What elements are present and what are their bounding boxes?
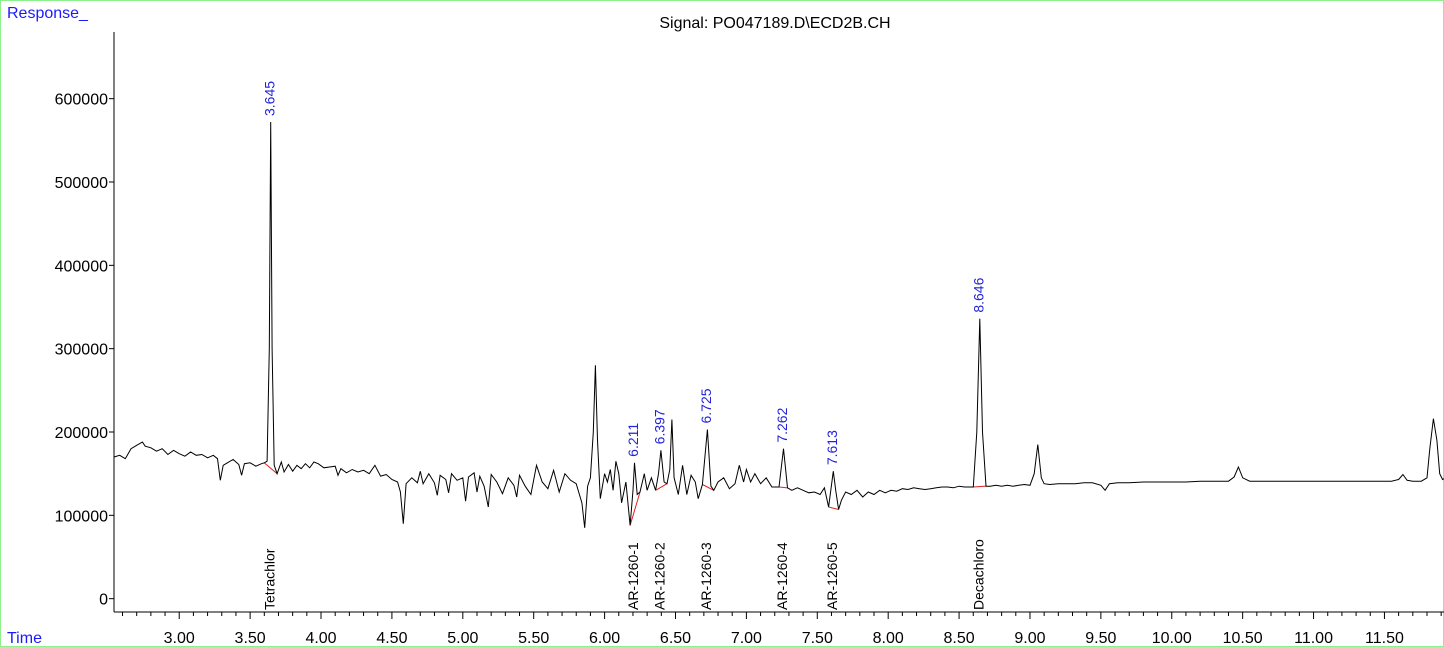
compound-label: AR-1260-4 xyxy=(774,542,790,610)
peak-baseline xyxy=(263,462,278,475)
x-tick-label: 9.50 xyxy=(1085,630,1116,647)
peak-rt-label: 7.613 xyxy=(824,430,840,465)
peak-baseline xyxy=(655,483,668,491)
compound-label: Decachloro xyxy=(970,539,986,610)
peak-baseline xyxy=(702,484,715,491)
x-tick-label: 4.50 xyxy=(376,630,407,647)
x-tick-label: 11.00 xyxy=(1294,630,1333,647)
peak-rt-label: 6.397 xyxy=(652,409,668,444)
x-tick-label: 3.50 xyxy=(235,630,266,647)
y-tick-label: 200000 xyxy=(55,425,108,442)
y-tick-label: 500000 xyxy=(55,175,108,192)
peak-rt-label: 6.211 xyxy=(625,423,641,457)
y-tick-label: 400000 xyxy=(55,258,108,275)
compound-label: AR-1260-2 xyxy=(652,542,668,610)
x-tick-label: 8.00 xyxy=(873,630,904,647)
y-tick-label: 300000 xyxy=(55,342,108,359)
compound-label: AR-1260-3 xyxy=(698,542,714,610)
x-tick-label: 3.00 xyxy=(164,630,195,647)
x-tick-label: 9.00 xyxy=(1014,630,1045,647)
peak-baseline xyxy=(629,491,641,526)
chart-title: Signal: PO047189.D\ECD2B.CH xyxy=(659,15,890,32)
compound-labels-group: Tetrachlor AR-1260-1 AR-1260-2 AR-1260-3 AR-… xyxy=(261,539,986,610)
signal-trace xyxy=(113,121,1444,528)
peak-baseline xyxy=(828,506,839,510)
peak-labels-group: 3.645 6.211 6.397 6.725 7.262 7.613 8.646 xyxy=(261,81,986,465)
x-tick-label: 10.00 xyxy=(1152,630,1192,647)
y-axis-title: Response_ xyxy=(7,5,89,22)
baselines-group xyxy=(263,462,987,526)
peak-rt-label: 8.646 xyxy=(970,277,986,312)
y-tick-label: 600000 xyxy=(55,92,108,109)
peak-baseline xyxy=(778,486,788,489)
x-tick-label: 6.50 xyxy=(660,630,691,647)
x-ticks-group: 3.00 3.50 4.00 4.50 5.00 5.50 6.00 6.50 7.00 7.50… xyxy=(122,612,1442,647)
y-tick-label: 100000 xyxy=(55,508,108,525)
x-tick-label: 6.00 xyxy=(589,630,620,647)
compound-label: Tetrachlor xyxy=(261,548,277,610)
peak-rt-label: 3.645 xyxy=(261,81,277,116)
peak-rt-label: 6.725 xyxy=(698,388,714,423)
peak-baseline xyxy=(973,485,987,488)
x-tick-label: 5.50 xyxy=(518,630,549,647)
x-tick-label: 5.00 xyxy=(447,630,478,647)
x-tick-label: 10.50 xyxy=(1223,630,1263,647)
x-tick-label: 11.50 xyxy=(1365,630,1404,647)
compound-label: AR-1260-1 xyxy=(625,542,641,610)
x-axis-title: Time xyxy=(7,630,42,647)
x-tick-label: 4.00 xyxy=(305,630,336,647)
compound-label: AR-1260-5 xyxy=(824,542,840,610)
x-tick-label: 7.00 xyxy=(731,630,762,647)
x-tick-label: 7.50 xyxy=(802,630,833,647)
x-tick-label: 8.50 xyxy=(944,630,975,647)
y-tick-label: 0 xyxy=(99,592,108,609)
y-ticks-group: 0 100000 200000 300000 400000 500000 600000 xyxy=(55,92,114,609)
peak-rt-label: 7.262 xyxy=(774,407,790,442)
